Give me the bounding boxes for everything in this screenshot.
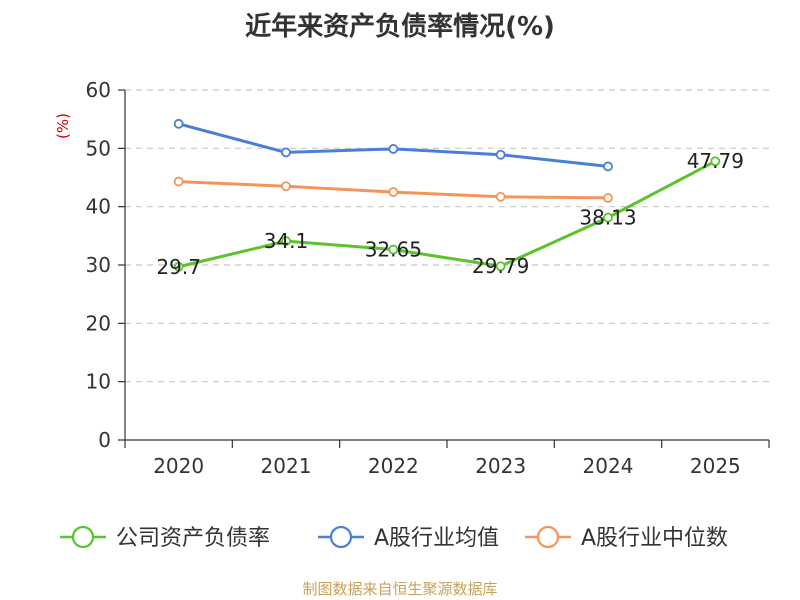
y-tick-label: 20 bbox=[86, 311, 111, 335]
legend-label: A股行业均值 bbox=[374, 526, 499, 551]
y-tick-label: 40 bbox=[86, 195, 111, 219]
data-point bbox=[173, 261, 184, 272]
data-point bbox=[495, 149, 506, 160]
x-tick-label: 2023 bbox=[475, 454, 526, 478]
data-point bbox=[388, 144, 399, 154]
legend-marker bbox=[71, 525, 95, 549]
data-point bbox=[603, 212, 613, 223]
data-point bbox=[173, 118, 184, 129]
legend-label: A股行业中位数 bbox=[581, 526, 728, 551]
legend-marker bbox=[536, 525, 560, 549]
y-tick-label: 30 bbox=[86, 253, 111, 277]
y-tick-label: 50 bbox=[86, 136, 111, 160]
data-point bbox=[281, 181, 291, 192]
series-line-0 bbox=[178, 159, 717, 269]
data-label: 34.1 bbox=[264, 229, 309, 253]
data-label: 47.79 bbox=[687, 149, 744, 173]
source-note: 制图数据来自恒生聚源数据库 bbox=[302, 580, 498, 598]
data-point bbox=[603, 193, 613, 203]
y-tick-label: 60 bbox=[86, 78, 111, 102]
x-tick-label: 2020 bbox=[153, 454, 204, 478]
x-tick-label: 2021 bbox=[261, 454, 312, 478]
legend-marker bbox=[329, 525, 353, 549]
data-point bbox=[603, 161, 613, 172]
data-point bbox=[388, 244, 399, 255]
legend-label: 公司资产负债率 bbox=[116, 526, 270, 551]
data-label: 38.13 bbox=[579, 206, 636, 230]
y-tick-label: 0 bbox=[98, 428, 111, 452]
data-point bbox=[495, 191, 506, 202]
data-point bbox=[281, 147, 291, 158]
y-axis-unit: (%) bbox=[54, 113, 72, 139]
data-label: 29.79 bbox=[472, 254, 529, 278]
data-point bbox=[710, 156, 721, 167]
y-tick-label: 10 bbox=[86, 370, 111, 394]
x-tick-label: 2022 bbox=[368, 454, 419, 478]
chart-title: 近年来资产负债率情况(%) bbox=[245, 12, 555, 42]
data-label: 29.7 bbox=[156, 255, 201, 279]
data-point bbox=[495, 261, 506, 272]
data-point bbox=[173, 176, 184, 187]
data-label: 32.65 bbox=[365, 238, 422, 262]
data-point bbox=[281, 236, 291, 246]
data-point bbox=[388, 187, 399, 197]
x-tick-label: 2025 bbox=[690, 454, 741, 478]
x-tick-label: 2024 bbox=[583, 454, 634, 478]
